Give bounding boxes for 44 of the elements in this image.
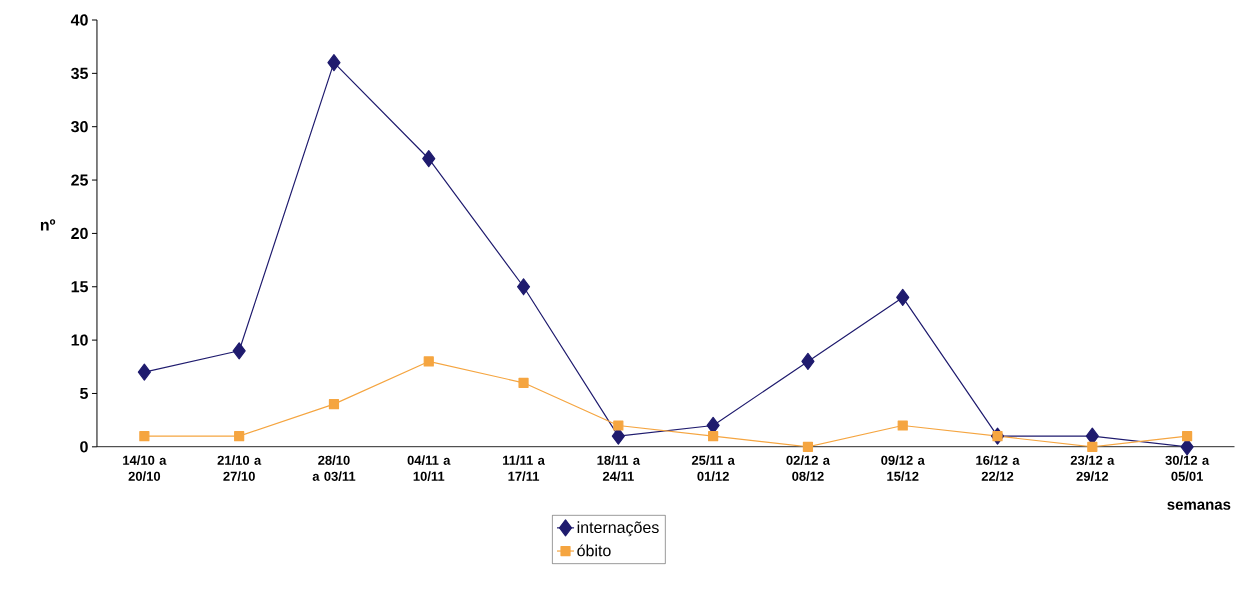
y-tick-label: 40 (70, 14, 88, 26)
point (708, 431, 719, 442)
point (328, 399, 340, 410)
x-tick-label: 18/11 a 24/11 (597, 455, 641, 482)
x-axis-title: semanas (1167, 501, 1231, 510)
point (802, 441, 814, 453)
y-axis-title: nº (40, 219, 56, 231)
x-tick-label: 21/10 a 27/10 (217, 455, 262, 482)
y-tick-label: 25 (71, 174, 88, 186)
point (327, 54, 341, 72)
point (422, 150, 436, 168)
x-tick-label: 23/12 a 29/12 (1070, 455, 1115, 482)
x-tick-label: 11/11 a 17/11 (503, 455, 545, 482)
x-tick-label: 09/12 a 15/12 (881, 455, 925, 482)
y-tick-label: 15 (71, 281, 88, 293)
point (137, 363, 151, 381)
point (897, 420, 908, 431)
point (516, 278, 531, 296)
x-tick-label: 25/11 a 01/12 (691, 455, 735, 482)
x-tick-label: 14/10 a 20/10 (123, 455, 167, 482)
legend-label: óbito (577, 544, 611, 557)
x-tick-label: 16/12 a 22/12 (976, 455, 1020, 482)
y-tick-label: 5 (80, 388, 88, 400)
x-tick-label: 04/11 a 10/11 (407, 455, 451, 482)
x-tick-label: 28/10 a 03/11 (312, 455, 356, 482)
point (232, 342, 246, 360)
legend-label: internações (577, 521, 659, 537)
point (234, 431, 245, 442)
point (801, 352, 815, 371)
y-tick-label: 35 (71, 67, 88, 80)
point (1182, 431, 1193, 442)
point (1087, 441, 1098, 453)
x-tick-label: 30/12 a 05/01 (1165, 455, 1210, 482)
y-tick-label: 20 (71, 227, 88, 240)
point (613, 420, 624, 431)
point (896, 288, 910, 307)
point (992, 431, 1003, 442)
point (423, 356, 434, 367)
y-tick-label: 10 (71, 334, 88, 346)
x-tick-label: 02/12 a 08/12 (786, 455, 831, 482)
y-tick-label: 30 (71, 121, 88, 133)
point (518, 377, 529, 389)
point (139, 431, 150, 442)
y-tick-label: 0 (80, 441, 88, 453)
